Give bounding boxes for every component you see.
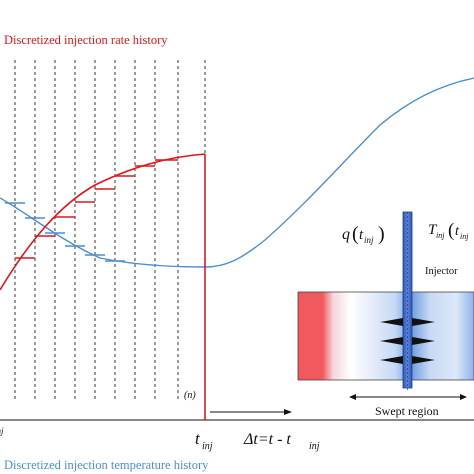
temperature-history-label: Discretized injection temperature histor… xyxy=(4,458,209,472)
t-temperature-label: T inj ( t inj xyxy=(428,220,469,241)
t-inj-label: t inj xyxy=(195,429,213,452)
reservoir-inset: q ( t inj ) T inj ( t inj Injector Swept… xyxy=(297,211,474,418)
rate-steps xyxy=(15,159,178,259)
q-symbol: q xyxy=(342,226,350,243)
delta-t-label: Δt=t - t inj xyxy=(243,431,320,452)
q-close-paren: ) xyxy=(378,223,385,245)
triangle-perforation-icon xyxy=(380,318,435,364)
reservoir-block xyxy=(297,291,474,381)
T-symbol: T xyxy=(428,222,438,238)
rate-curve xyxy=(0,153,206,291)
T-arg: t xyxy=(455,224,460,239)
T-arg-subscript: inj xyxy=(460,232,469,241)
step-index-label: (n) xyxy=(184,390,196,401)
T-open-paren: ( xyxy=(448,220,454,241)
temperature-curve xyxy=(0,77,474,268)
swept-region-label: Swept region xyxy=(375,404,439,418)
right-arrow-icon xyxy=(210,409,292,415)
q-arg: t xyxy=(359,227,364,243)
injector-label: Injector xyxy=(425,266,458,277)
delta-t-expression: Δt=t - t xyxy=(243,431,291,448)
t-inj-symbol: t xyxy=(195,429,201,448)
left-edge-subscript: inj xyxy=(0,426,4,436)
q-label: q ( t inj ) xyxy=(342,223,385,245)
rate-history-label: Discretized injection rate history xyxy=(4,33,168,47)
t-inj-subscript: inj xyxy=(202,441,213,452)
temperature-steps xyxy=(5,202,125,262)
q-arg-subscript: inj xyxy=(364,235,374,245)
T-subscript: inj xyxy=(436,231,445,240)
q-open-paren: ( xyxy=(352,223,359,245)
double-headed-arrow-icon xyxy=(349,394,467,400)
delta-t-subscript: inj xyxy=(309,441,320,452)
